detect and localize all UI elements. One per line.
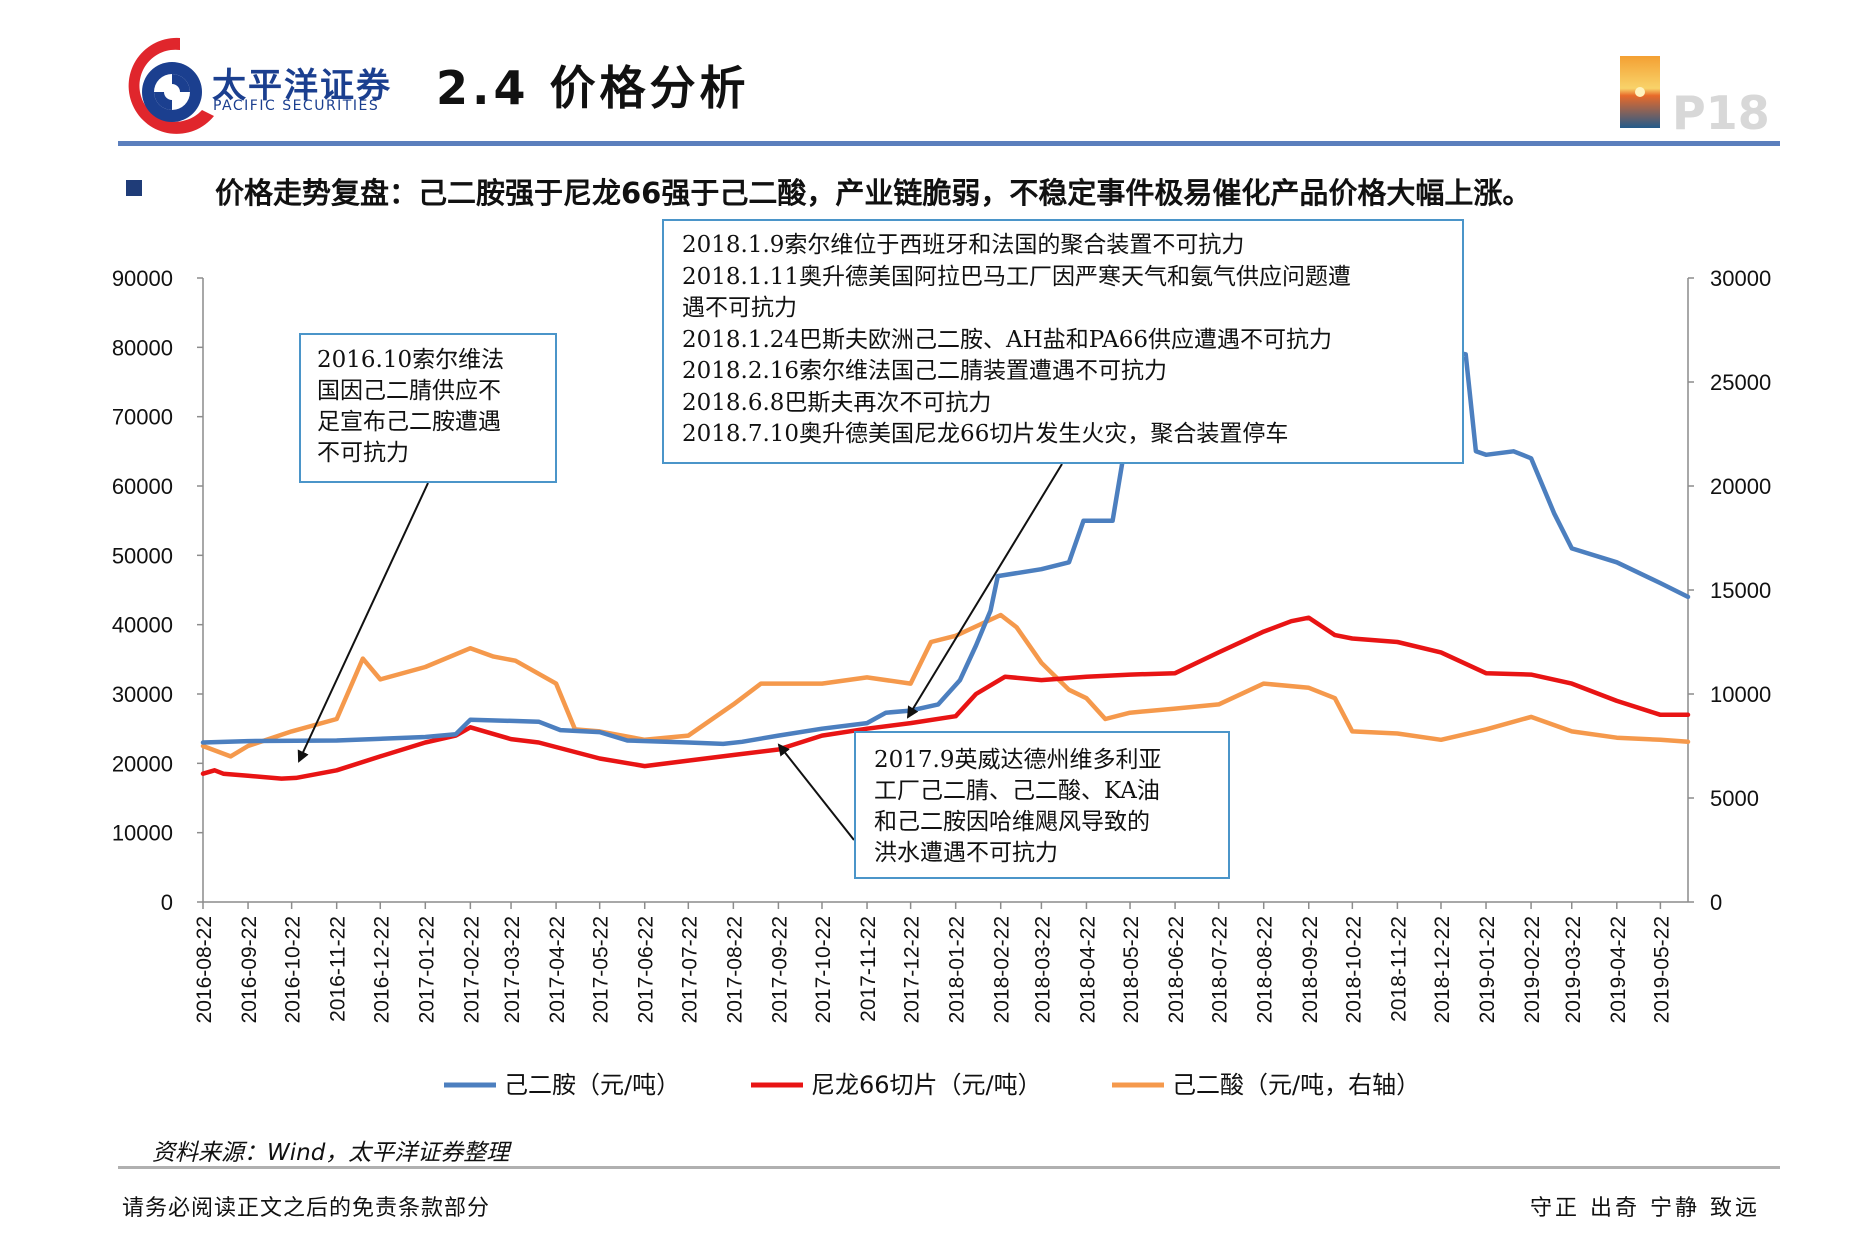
page-number: P18 — [1672, 86, 1770, 140]
x-tick-label: 2018-08-22 — [1254, 916, 1277, 1023]
y-left-tick-label: 40000 — [112, 613, 173, 638]
annotation-line: 2018.7.10奥升德美国尼龙66切片发生火灾，聚合装置停车 — [682, 421, 1289, 447]
x-tick-label: 2016-12-22 — [370, 916, 393, 1023]
x-tick-label: 2016-11-22 — [327, 916, 350, 1022]
annotation-line: 2018.1.11奥升德美国阿拉巴马工厂因严寒天气和氨气供应问题遭 — [682, 263, 1352, 290]
y-right-tick-label: 5000 — [1710, 786, 1759, 811]
x-tick-label: 2017-10-22 — [812, 916, 835, 1023]
series-line — [200, 327, 1691, 747]
section-subtitle: 价格走势复盘：己二胺强于尼龙66强于己二酸，产业链脆弱，不稳定事件极易催化产品价… — [215, 176, 1532, 210]
x-tick-label: 2018-09-22 — [1299, 916, 1322, 1023]
annotation-2017-invista: 2017.9英威达德州维多利亚 工厂己二腈、己二酸、KA油 和己二胺因哈维飓风导… — [854, 731, 1230, 879]
annotation-line: 国因己二腈供应不 — [317, 378, 501, 404]
legend-label: 尼龙66切片（元/吨） — [811, 1071, 1042, 1099]
y-right-tick-label: 25000 — [1710, 370, 1771, 395]
y-left-tick-label: 70000 — [112, 405, 173, 430]
annotation-2016-solvay: 2016.10索尔维法 国因己二腈供应不 足宣布己二胺遭遇 不可抗力 — [299, 333, 557, 483]
y-left-tick-label: 50000 — [112, 543, 173, 568]
brand-name-en: PACIFIC SECURITIES — [213, 98, 380, 114]
annotation-line: 2018.2.16索尔维法国己二腈装置遭遇不可抗力 — [682, 358, 1168, 384]
x-tick-label: 2018-02-22 — [991, 916, 1014, 1023]
annotation-line: 足宣布己二胺遭遇 — [317, 409, 501, 435]
annotation-line: 工厂己二腈、己二酸、KA油 — [874, 778, 1160, 804]
y-right-tick-label: 10000 — [1710, 682, 1771, 707]
header-divider — [118, 141, 1780, 146]
annotation-line: 不可抗力 — [317, 440, 409, 466]
brand-name-cn: 太平洋证券 — [212, 66, 392, 106]
y-left-tick-label: 80000 — [112, 335, 173, 360]
x-tick-label: 2018-06-22 — [1165, 916, 1188, 1023]
annotation-line: 2016.10索尔维法 — [317, 347, 505, 373]
x-tick-label: 2016-09-22 — [238, 916, 261, 1023]
x-tick-label: 2019-05-22 — [1650, 916, 1673, 1023]
chart-legend: 己二胺（元/吨） 尼龙66切片（元/吨） 己二酸（元/吨，右轴） — [444, 1071, 1420, 1099]
x-tick-label: 2017-06-22 — [635, 916, 658, 1023]
x-tick-label: 2018-10-22 — [1342, 916, 1365, 1023]
x-tick-label: 2017-12-22 — [901, 916, 924, 1023]
annotation-line: 2018.1.24巴斯夫欧洲己二胺、AH盐和PA66供应遭遇不可抗力 — [682, 326, 1332, 353]
annotation-line: 洪水遭遇不可抗力 — [874, 840, 1058, 866]
y-left-tick-label: 30000 — [112, 682, 173, 707]
chart-series-lines — [200, 327, 1691, 781]
y-axis-right-ticks: 0 5000 10000 15000 20000 25000 30000 — [1688, 266, 1771, 915]
y-left-tick-label: 10000 — [112, 821, 173, 846]
y-right-tick-label: 30000 — [1710, 266, 1771, 291]
page-title: 2.4 价格分析 — [436, 61, 750, 115]
x-tick-label: 2019-02-22 — [1521, 916, 1544, 1023]
x-tick-label: 2018-03-22 — [1031, 916, 1054, 1023]
annotation-line: 2018.1.9索尔维位于西班牙和法国的聚合装置不可抗力 — [682, 232, 1245, 258]
x-tick-label: 2017-03-22 — [501, 916, 524, 1023]
annotation-line: 2018.6.8巴斯夫再次不可抗力 — [682, 389, 992, 416]
y-right-tick-label: 0 — [1710, 890, 1722, 915]
annotation-line: 遇不可抗力 — [682, 295, 797, 321]
y-right-tick-label: 20000 — [1710, 474, 1771, 499]
legend-label: 己二酸（元/吨，右轴） — [1172, 1071, 1420, 1099]
x-tick-label: 2017-01-22 — [415, 916, 438, 1023]
footer-divider — [118, 1166, 1780, 1169]
series-line — [200, 612, 1691, 759]
x-tick-label: 2018-11-22 — [1387, 916, 1410, 1022]
annotation-arrows — [297, 463, 1063, 841]
x-tick-label: 2017-08-22 — [723, 916, 746, 1023]
series-line — [200, 615, 1691, 781]
y-axis-left-ticks: 0 10000 20000 30000 40000 50000 60000 70000 8000… — [112, 266, 203, 915]
y-left-tick-label: 0 — [161, 890, 173, 915]
x-tick-label: 2019-03-22 — [1562, 916, 1585, 1023]
x-tick-label: 2019-04-22 — [1607, 916, 1630, 1023]
y-left-tick-label: 20000 — [112, 751, 173, 776]
pacific-securities-logo — [128, 37, 214, 134]
x-axis-ticks: 2016-08-22 2016-09-22 2016-10-22 2016-11-22… — [193, 902, 1673, 1023]
y-left-tick-label: 60000 — [112, 474, 173, 499]
x-tick-label: 2018-01-22 — [946, 916, 969, 1023]
annotation-line: 2017.9英威达德州维多利亚 — [874, 747, 1162, 773]
x-tick-label: 2016-10-22 — [282, 916, 305, 1023]
annotation-line: 和己二胺因哈维飓风导致的 — [874, 809, 1150, 835]
annotation-2018-force-majeure: 2018.1.9索尔维位于西班牙和法国的聚合装置不可抗力 2018.1.11奥升… — [662, 219, 1464, 464]
x-tick-label: 2018-04-22 — [1076, 916, 1099, 1023]
legend-label: 己二胺（元/吨） — [504, 1071, 680, 1099]
x-tick-label: 2017-02-22 — [460, 916, 483, 1023]
x-tick-label: 2017-04-22 — [546, 916, 569, 1023]
annotation-arrow — [297, 482, 429, 763]
disclaimer-text: 请务必阅读正文之后的免责条款部分 — [122, 1196, 491, 1221]
y-left-tick-label: 90000 — [112, 266, 173, 291]
annotation-arrow — [906, 463, 1063, 719]
x-tick-label: 2017-09-22 — [768, 916, 791, 1023]
data-source-note: 资料来源：Wind，太平洋证券整理 — [152, 1140, 510, 1166]
x-tick-label: 2018-05-22 — [1120, 916, 1143, 1023]
bullet-square-icon — [126, 180, 142, 196]
x-tick-label: 2016-08-22 — [193, 916, 216, 1023]
annotation-arrow — [777, 743, 855, 841]
x-tick-label: 2018-07-22 — [1209, 916, 1232, 1023]
company-motto: 守正 出奇 宁静 致远 — [1530, 1196, 1760, 1221]
y-right-tick-label: 15000 — [1710, 578, 1771, 603]
x-tick-label: 2017-05-22 — [590, 916, 613, 1023]
sunset-thumbnail-image — [1620, 56, 1660, 128]
x-tick-label: 2018-12-22 — [1431, 916, 1454, 1023]
x-tick-label: 2019-01-22 — [1476, 916, 1499, 1023]
x-tick-label: 2017-11-22 — [857, 916, 880, 1022]
x-tick-label: 2017-07-22 — [678, 916, 701, 1023]
